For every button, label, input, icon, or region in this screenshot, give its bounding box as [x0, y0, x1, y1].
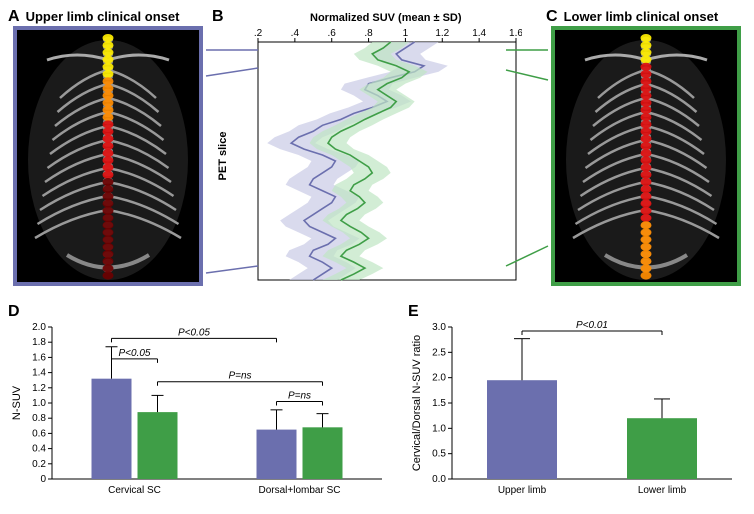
panel-d-label: D: [8, 303, 20, 320]
svg-text:1.8: 1.8: [32, 337, 46, 348]
svg-text:1.6: 1.6: [509, 28, 522, 39]
svg-text:Dorsal+lombar SC: Dorsal+lombar SC: [259, 485, 341, 496]
svg-text:1.4: 1.4: [32, 368, 46, 379]
svg-text:2.0: 2.0: [432, 373, 446, 384]
panel-a-label: A: [8, 8, 20, 26]
svg-text:Lower limb: Lower limb: [638, 485, 687, 496]
panel-e-label: E: [408, 303, 419, 320]
panel-e: E 0.0 0.5 1.0 1.5 2.0 2.5 3.0 Cervical/Dorsal N…: [408, 303, 746, 506]
panel-a-scan: [13, 26, 203, 286]
panel-b-label: B: [212, 8, 224, 26]
svg-text:0.6: 0.6: [32, 428, 46, 439]
figure-root: A Upper limb clinical onset B Normalized…: [8, 8, 746, 506]
bottom-row: D 0 0.2 0.4 0.6 0.8 1.0 1.2 1.4 1.6 1.8 2.0 N-SUV Ce…: [8, 303, 746, 506]
svg-text:.6: .6: [328, 28, 337, 39]
panel-a: A Upper limb clinical onset: [8, 8, 208, 291]
svg-text:.2: .2: [254, 28, 263, 39]
svg-text:0.0: 0.0: [432, 474, 446, 485]
svg-text:P<0.01: P<0.01: [576, 321, 608, 331]
svg-text:1.5: 1.5: [432, 398, 446, 409]
svg-text:1.0: 1.0: [432, 423, 446, 434]
panel-d-chart: 0 0.2 0.4 0.6 0.8 1.0 1.2 1.4 1.6 1.8 2.0 N-SUV Cerv…: [8, 321, 388, 501]
svg-text:Cervical SC: Cervical SC: [108, 485, 161, 496]
svg-text:Upper limb: Upper limb: [498, 485, 547, 496]
svg-text:0.5: 0.5: [432, 449, 446, 460]
svg-text:2.5: 2.5: [432, 347, 446, 358]
panel-c: C Lower limb clinical onset: [546, 8, 746, 291]
svg-text:N-SUV: N-SUV: [11, 385, 23, 420]
panel-a-title: Upper limb clinical onset: [26, 9, 180, 24]
svg-text:P=ns: P=ns: [288, 390, 311, 401]
svg-text:1: 1: [403, 28, 409, 39]
svg-text:P=ns: P=ns: [228, 371, 251, 382]
svg-text:3.0: 3.0: [432, 322, 446, 333]
svg-text:1.2: 1.2: [32, 383, 46, 394]
svg-text:0.4: 0.4: [32, 444, 46, 455]
panel-b-axis-top: Normalized SUV (mean ± SD): [230, 12, 542, 24]
svg-text:0.2: 0.2: [32, 459, 46, 470]
svg-text:0.8: 0.8: [32, 413, 46, 424]
panel-c-title: Lower limb clinical onset: [564, 9, 719, 24]
panel-e-chart: 0.0 0.5 1.0 1.5 2.0 2.5 3.0 Cervical/Dorsal N-S…: [408, 321, 738, 501]
panel-d: D 0 0.2 0.4 0.6 0.8 1.0 1.2 1.4 1.6 1.8 2.0 N-SUV Ce…: [8, 303, 388, 506]
svg-text:0: 0: [40, 474, 46, 485]
panel-c-label: C: [546, 8, 558, 26]
svg-text:1.4: 1.4: [472, 28, 486, 39]
svg-text:Cervical/Dorsal N-SUV ratio: Cervical/Dorsal N-SUV ratio: [411, 335, 423, 471]
svg-text:1.0: 1.0: [32, 398, 46, 409]
svg-text:P<0.05: P<0.05: [178, 327, 210, 338]
svg-text:.8: .8: [364, 28, 373, 39]
svg-text:1.2: 1.2: [435, 28, 449, 39]
svg-text:.4: .4: [291, 28, 300, 39]
svg-text:P<0.05: P<0.05: [119, 348, 151, 359]
panel-b-chart: .2 .4 .6 .8 1 1.2 1.4 1.6 PET slice: [212, 26, 522, 286]
panel-b: B Normalized SUV (mean ± SD) .2 .4 .6 .8 1 1.…: [212, 8, 542, 291]
panel-c-scan: [551, 26, 741, 286]
svg-text:2.0: 2.0: [32, 322, 46, 333]
svg-text:1.6: 1.6: [32, 352, 46, 363]
svg-text:PET slice: PET slice: [217, 132, 229, 181]
